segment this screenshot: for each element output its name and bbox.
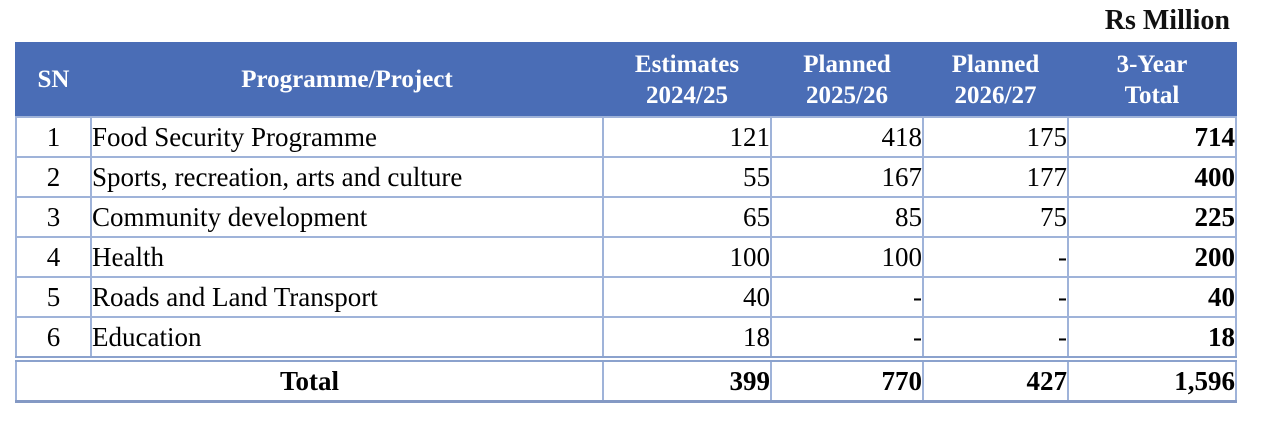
cell-programme: Food Security Programme (90, 116, 604, 158)
table-row: 5 Roads and Land Transport 40- -40 (15, 276, 1237, 318)
cell-planned-2026-27: 75 (922, 196, 1069, 238)
cell-3year-total: 714 (1067, 116, 1237, 158)
header-planned-2025-26: Planned 2025/26 (770, 42, 924, 118)
cell-planned-2025-26: - (770, 316, 924, 360)
cell-estimates: 121 (602, 116, 772, 158)
cell-3year-total: 400 (1067, 156, 1237, 198)
cell-planned-2026-27: - (922, 236, 1069, 278)
budget-table: SN Programme/Project Estimates 2024/25 P… (15, 42, 1237, 403)
cell-estimates: 65 (602, 196, 772, 238)
cell-programme: Education (90, 316, 604, 360)
cell-planned-2026-27: 177 (922, 156, 1069, 198)
total-3year: 1,596 (1067, 356, 1237, 403)
cell-programme: Sports, recreation, arts and culture (90, 156, 604, 198)
cell-planned-2025-26: 418 (770, 116, 924, 158)
cell-programme: Community development (90, 196, 604, 238)
header-estimates-line2: 2024/25 (646, 82, 728, 109)
cell-planned-2025-26: 100 (770, 236, 924, 278)
table-row: 1 Food Security Programme 121 418 175 714 (15, 116, 1237, 158)
total-row: Total 399 770 427 1,596 (15, 356, 1237, 403)
cell-planned-2026-27: - (922, 316, 1069, 360)
header-programme: Programme/Project (90, 42, 604, 118)
total-planned-2025-26: 770 (770, 356, 924, 403)
cell-sn: 4 (15, 236, 92, 278)
header-row: SN Programme/Project Estimates 2024/25 P… (15, 42, 1237, 118)
header-planned1-line2: 2025/26 (806, 82, 888, 109)
header-planned2-line2: 2026/27 (954, 82, 1037, 109)
header-planned1-line1: Planned (803, 50, 891, 78)
cell-sn: 2 (15, 156, 92, 198)
cell-planned-2025-26: 167 (770, 156, 924, 198)
header-total-line2: Total (1124, 82, 1180, 109)
cell-planned-2025-26: 85 (770, 196, 924, 238)
cell-programme: Roads and Land Transport (90, 276, 604, 318)
header-estimates-line1: Estimates (634, 50, 740, 78)
cell-planned-2025-26: - (770, 276, 924, 318)
table-row: 6 Education 18- -18 (15, 316, 1237, 360)
table-row: 4 Health 100 100-200 (15, 236, 1237, 278)
total-planned-2026-27: 427 (922, 356, 1069, 403)
cell-planned-2026-27: 175 (922, 116, 1069, 158)
table-row: 2 Sports, recreation, arts and culture 55 1… (15, 156, 1237, 198)
total-label: Total (15, 356, 604, 403)
cell-3year-total: 225 (1067, 196, 1237, 238)
header-sn: SN (15, 42, 92, 118)
cell-planned-2026-27: - (922, 276, 1069, 318)
cell-estimates: 100 (602, 236, 772, 278)
header-total-line1: 3-Year (1116, 50, 1188, 78)
cell-sn: 5 (15, 276, 92, 318)
total-estimates: 399 (602, 356, 772, 403)
unit-label: Rs Million (1104, 5, 1230, 36)
cell-sn: 3 (15, 196, 92, 238)
header-planned-2026-27: Planned 2026/27 (922, 42, 1069, 118)
cell-estimates: 18 (602, 316, 772, 360)
cell-3year-total: 40 (1067, 276, 1237, 318)
header-3year-total: 3-Year Total (1067, 42, 1237, 118)
table-header: SN Programme/Project Estimates 2024/25 P… (15, 42, 1237, 118)
table-footer: Total 399 770 427 1,596 (15, 356, 1237, 403)
cell-programme: Health (90, 236, 604, 278)
cell-3year-total: 200 (1067, 236, 1237, 278)
header-planned2-line1: Planned (951, 50, 1040, 78)
table-row: 3 Community development 65 85 75 225 (15, 196, 1237, 238)
cell-sn: 6 (15, 316, 92, 360)
cell-estimates: 40 (602, 276, 772, 318)
table-body: 1 Food Security Programme 121 418 175 714 2 Spo… (15, 116, 1237, 360)
cell-sn: 1 (15, 116, 92, 158)
cell-3year-total: 18 (1067, 316, 1237, 360)
header-estimates: Estimates 2024/25 (602, 42, 772, 118)
cell-estimates: 55 (602, 156, 772, 198)
